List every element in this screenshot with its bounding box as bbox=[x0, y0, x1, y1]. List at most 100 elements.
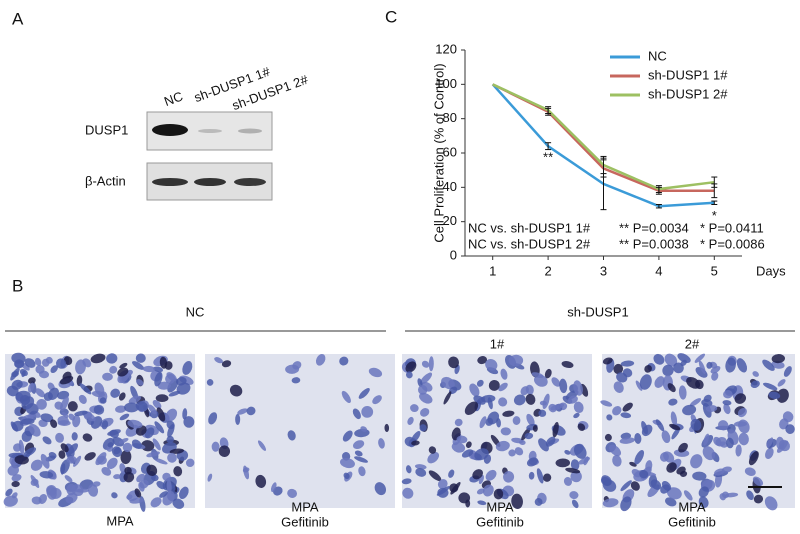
cell bbox=[634, 450, 645, 465]
cell bbox=[653, 353, 665, 365]
cell bbox=[115, 405, 127, 413]
cell bbox=[124, 466, 132, 475]
legend-label: sh-DUSP1 2# bbox=[648, 86, 728, 101]
cell bbox=[165, 408, 178, 422]
cell bbox=[698, 486, 709, 498]
cell bbox=[141, 440, 155, 452]
cell bbox=[680, 359, 687, 367]
panel-label: C bbox=[385, 7, 397, 26]
cell bbox=[353, 440, 365, 450]
cell bbox=[354, 450, 363, 457]
panel-label: B bbox=[12, 276, 23, 295]
cell bbox=[421, 360, 430, 368]
cell bbox=[631, 468, 642, 478]
cell bbox=[748, 451, 759, 466]
cell bbox=[110, 388, 121, 398]
cell bbox=[235, 413, 241, 426]
cell bbox=[686, 376, 701, 389]
cell bbox=[38, 370, 50, 379]
cell bbox=[270, 482, 277, 493]
cell bbox=[634, 432, 642, 444]
cell bbox=[776, 388, 789, 403]
cell bbox=[718, 420, 729, 431]
cell bbox=[118, 392, 126, 401]
y-tick-label: 20 bbox=[443, 213, 457, 228]
cell bbox=[340, 457, 355, 469]
cell bbox=[176, 382, 191, 395]
cell bbox=[715, 437, 727, 447]
cell bbox=[567, 395, 578, 404]
cell bbox=[35, 388, 45, 398]
cell bbox=[448, 469, 455, 478]
legend-label: NC bbox=[648, 48, 667, 63]
caption: Gefitinib bbox=[476, 514, 524, 529]
cell bbox=[542, 393, 550, 410]
cell bbox=[508, 449, 516, 457]
caption: Gefitinib bbox=[668, 514, 716, 529]
cell bbox=[156, 480, 166, 490]
cell bbox=[418, 384, 428, 395]
y-axis-label: Cell Proliferation (% of Control) bbox=[431, 63, 446, 242]
cell bbox=[159, 356, 168, 369]
cell bbox=[771, 354, 786, 364]
cell bbox=[573, 380, 583, 396]
cell bbox=[498, 397, 508, 407]
cell bbox=[127, 419, 143, 429]
cell bbox=[678, 442, 688, 453]
cell bbox=[40, 413, 54, 423]
cell bbox=[123, 471, 135, 483]
cell bbox=[671, 427, 681, 440]
cell bbox=[766, 437, 774, 448]
cell bbox=[752, 371, 759, 377]
y-tick-label: 40 bbox=[443, 179, 457, 194]
cell bbox=[405, 361, 417, 373]
cell bbox=[36, 398, 47, 410]
cell bbox=[90, 353, 106, 364]
cell bbox=[762, 359, 775, 371]
cell bbox=[162, 472, 171, 481]
cell bbox=[428, 446, 437, 454]
cell bbox=[124, 402, 139, 413]
cell bbox=[664, 353, 678, 367]
cell bbox=[21, 430, 33, 442]
cell bbox=[783, 366, 792, 377]
cell bbox=[11, 474, 22, 482]
cell bbox=[74, 410, 88, 416]
cell bbox=[737, 407, 747, 418]
cell bbox=[71, 432, 78, 441]
cell bbox=[508, 354, 524, 367]
cell bbox=[60, 443, 69, 453]
cell bbox=[135, 353, 146, 363]
cell bbox=[485, 358, 498, 371]
micrographs bbox=[3, 352, 795, 512]
cell bbox=[243, 465, 250, 480]
cell bbox=[65, 492, 78, 504]
cell bbox=[45, 356, 53, 364]
cell bbox=[738, 432, 749, 446]
cell bbox=[500, 427, 511, 436]
legend-label: sh-DUSP1 1# bbox=[648, 67, 728, 82]
cell bbox=[101, 467, 112, 476]
cell bbox=[602, 357, 613, 365]
cell bbox=[111, 492, 118, 499]
band bbox=[194, 178, 226, 186]
cell bbox=[24, 358, 36, 368]
cell bbox=[526, 457, 539, 467]
cell bbox=[117, 367, 129, 377]
cell bbox=[661, 430, 671, 444]
cell bbox=[153, 366, 164, 373]
cell bbox=[441, 376, 455, 390]
cell bbox=[495, 440, 510, 452]
cell bbox=[106, 353, 118, 364]
cell bbox=[61, 412, 69, 418]
cell bbox=[723, 403, 731, 415]
error-bar bbox=[711, 200, 718, 205]
y-tick-label: 120 bbox=[435, 41, 457, 56]
cell bbox=[722, 400, 732, 406]
cell bbox=[169, 448, 185, 454]
cell bbox=[55, 358, 67, 369]
cell bbox=[482, 484, 494, 497]
cell bbox=[577, 423, 586, 431]
cell bbox=[19, 369, 28, 377]
